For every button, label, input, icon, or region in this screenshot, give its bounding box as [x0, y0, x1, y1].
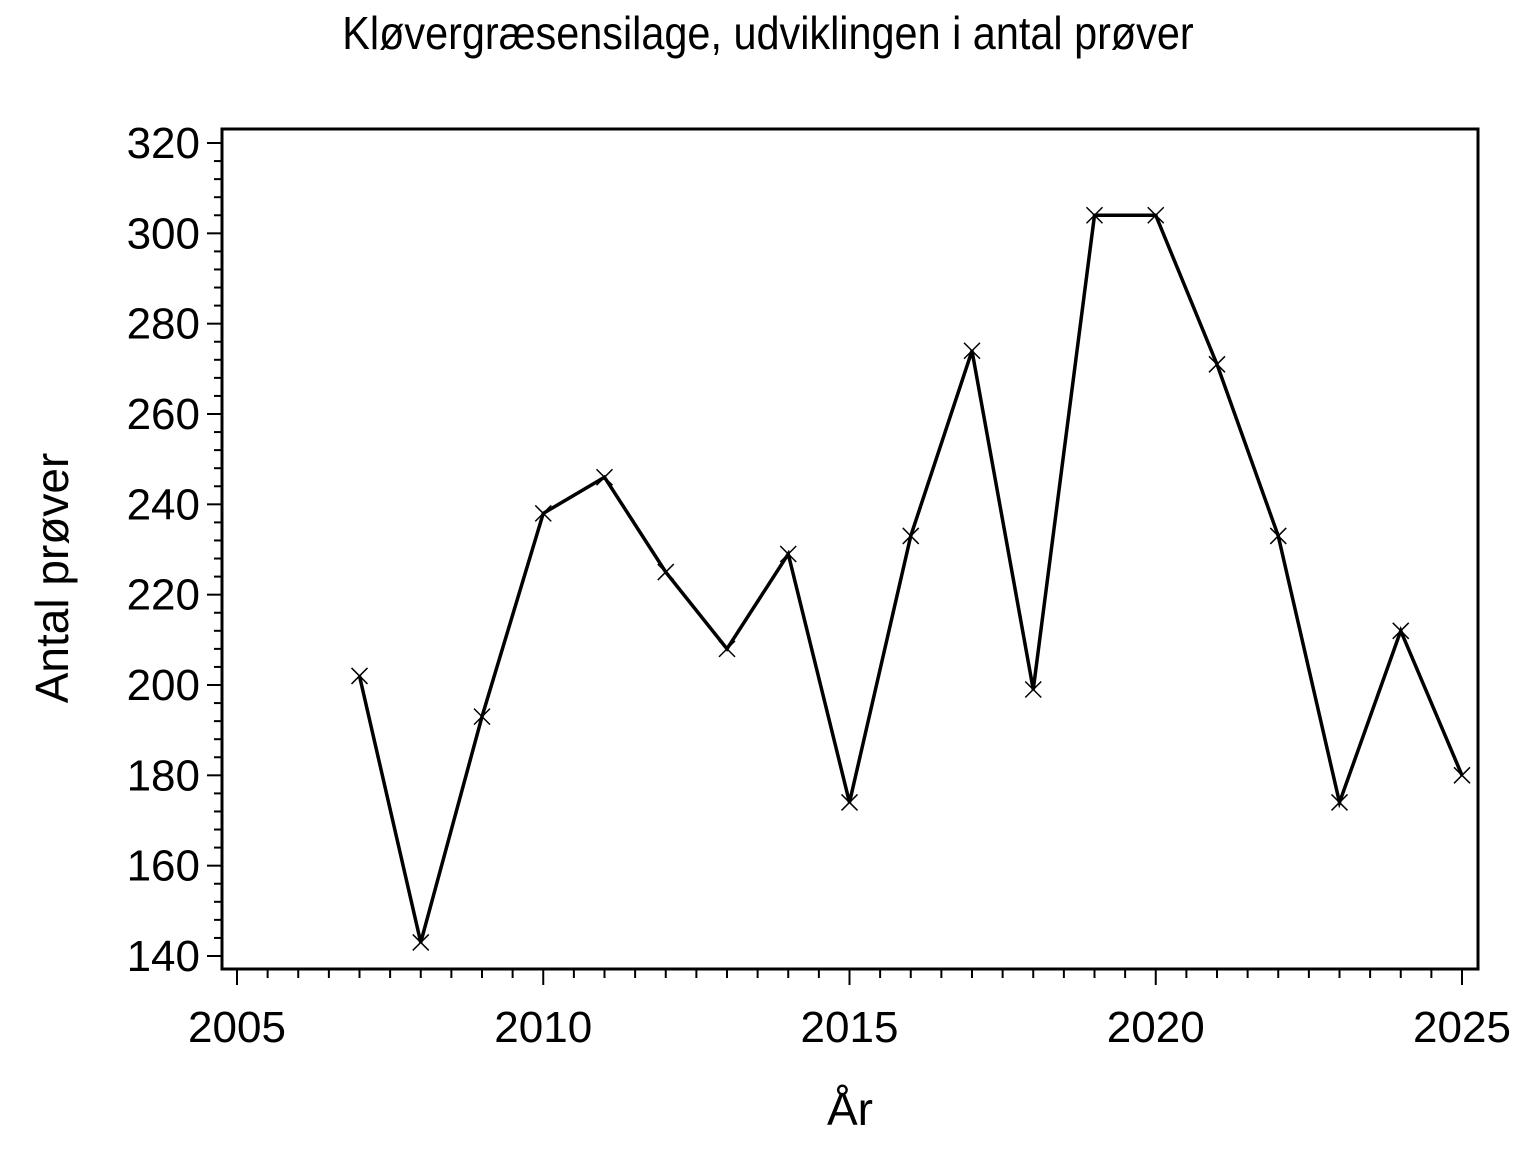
tick-labels: 140 160 180 200 220 240 260 280 300 320 2005 2010 20…	[127, 119, 1511, 1052]
marker-x	[1024, 680, 1042, 699]
y-tick-label: 200	[127, 661, 200, 710]
marker-x	[595, 468, 614, 486]
y-tick-label: 280	[127, 300, 200, 349]
x-tick-label: 2020	[1107, 1003, 1205, 1052]
marker-x	[350, 667, 369, 685]
x-tick-label: 2005	[188, 1003, 286, 1052]
y-tick-label: 180	[127, 751, 200, 800]
x-tick-label: 2010	[494, 1003, 592, 1052]
data-markers	[350, 206, 1471, 951]
marker-x	[1269, 527, 1287, 545]
y-tick-label: 220	[127, 571, 200, 620]
marker-x	[1208, 355, 1226, 373]
y-tick-label: 260	[127, 390, 200, 439]
axis-ticks	[207, 142, 1463, 985]
x-axis-title: År	[827, 1083, 873, 1135]
marker-x	[779, 545, 797, 563]
marker-x	[1330, 793, 1349, 811]
marker-x	[412, 933, 430, 951]
x-tick-label: 2015	[801, 1003, 899, 1052]
data-line	[357, 213, 1464, 943]
marker-x	[473, 708, 491, 726]
y-tick-label: 300	[127, 209, 200, 258]
marker-x	[1147, 206, 1165, 224]
x-tick-label: 2025	[1413, 1003, 1511, 1052]
marker-x	[902, 527, 920, 545]
marker-x	[963, 342, 981, 360]
plot-frame	[220, 127, 1480, 971]
y-tick-label: 160	[127, 842, 200, 891]
chart-title: Kløvergræsensilage, udviklingen i antal …	[342, 7, 1194, 59]
y-tick-label: 240	[127, 480, 200, 529]
marker-x	[840, 793, 859, 811]
marker-x	[718, 640, 736, 658]
marker-x	[1085, 206, 1104, 224]
marker-x	[1392, 622, 1410, 640]
marker-x	[534, 504, 552, 522]
y-tick-label: 140	[127, 932, 200, 981]
y-tick-label: 320	[127, 119, 200, 168]
marker-x	[1453, 766, 1471, 784]
marker-x	[657, 563, 675, 581]
